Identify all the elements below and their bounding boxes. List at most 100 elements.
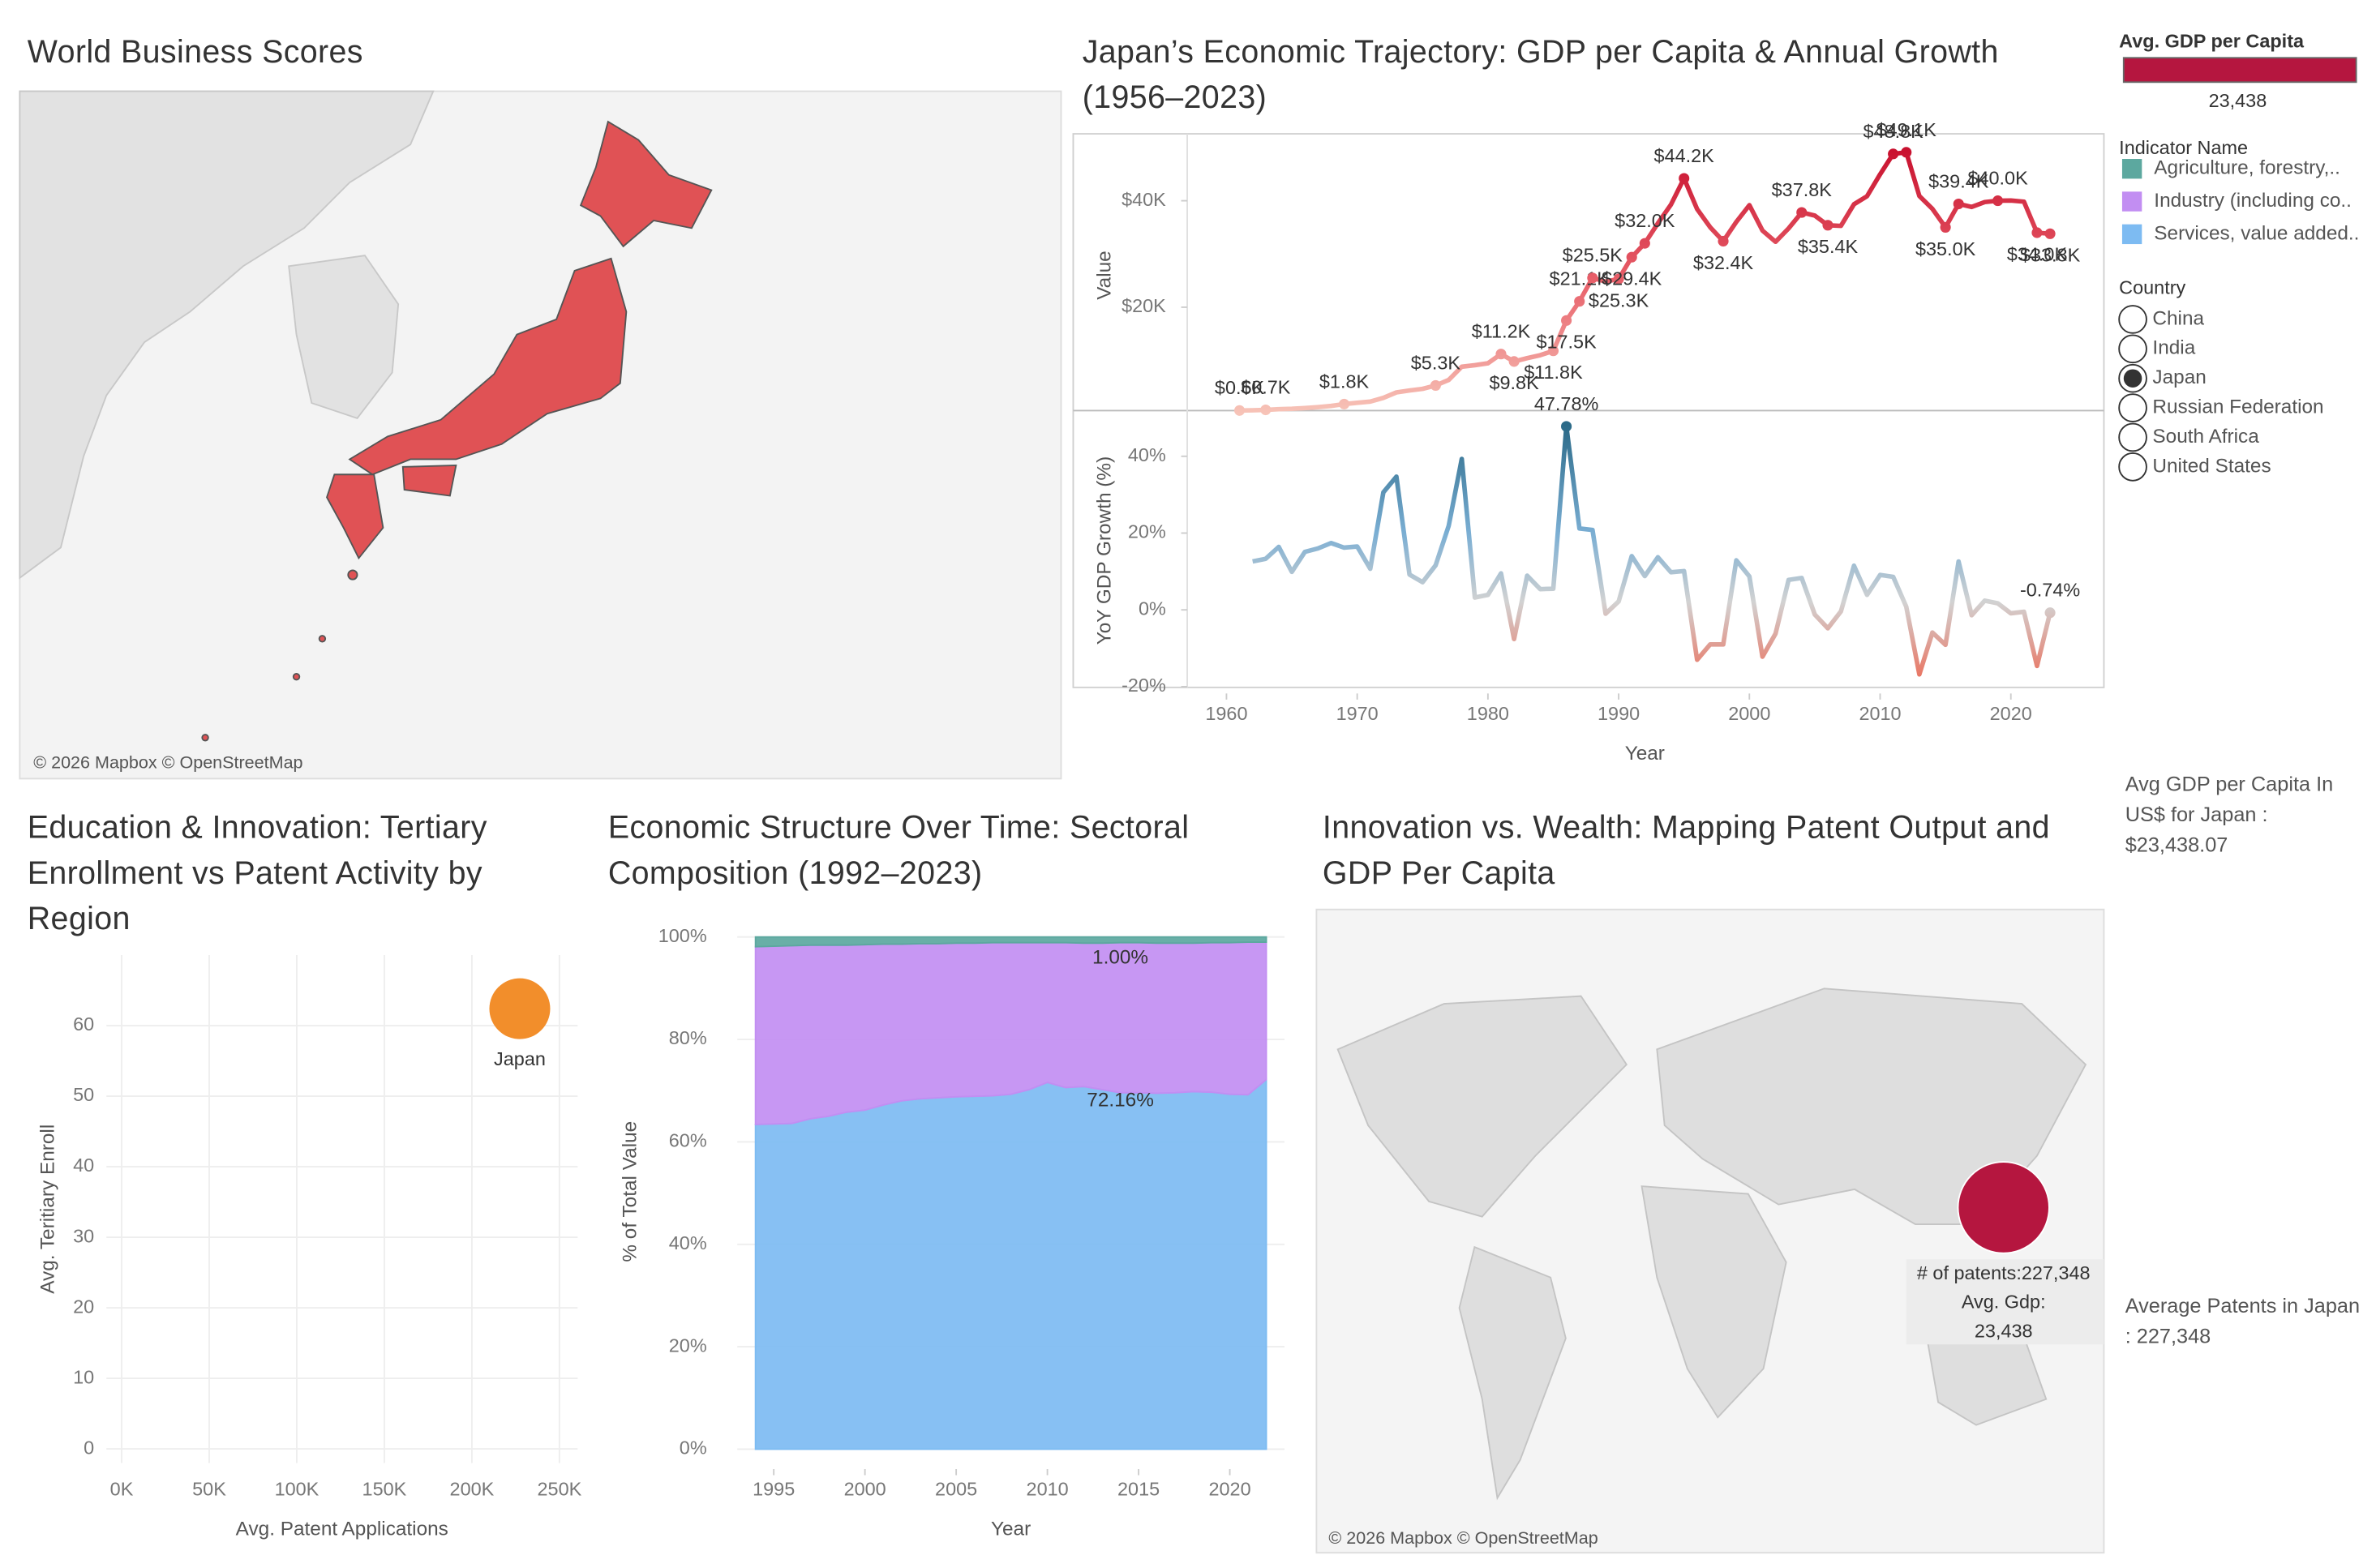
data-label: $25.3K — [1589, 289, 1649, 311]
x-tick-label: 2020 — [1990, 703, 2032, 724]
point — [1796, 207, 1808, 218]
line — [1252, 424, 2052, 677]
x-tick-label: 1960 — [1205, 703, 1247, 724]
y-tick-label: 0% — [1139, 598, 1166, 619]
data-label: $33.8K — [2020, 245, 2081, 266]
y-tick-label: $20K — [1122, 295, 1166, 316]
y-tick-label: 80% — [669, 1027, 707, 1048]
y-axis-label: % of Total Value — [619, 1121, 641, 1262]
point — [1547, 345, 1559, 357]
point — [1940, 221, 1951, 233]
point — [1626, 251, 1637, 263]
radio-button[interactable] — [2118, 422, 2147, 452]
radio-label[interactable]: South Africa — [2152, 426, 2259, 448]
radio-label[interactable]: United States — [2152, 455, 2271, 477]
x-tick-label: 1995 — [753, 1478, 795, 1499]
point — [1508, 356, 1520, 367]
data-label: 1.00% — [1092, 946, 1148, 968]
data-label: 47.78% — [1534, 393, 1598, 414]
chart-title: Education & Innovation: Tertiary Enrollm… — [27, 810, 487, 937]
y-tick-label: $40K — [1122, 189, 1166, 210]
island — [347, 569, 358, 581]
north-america — [1336, 995, 1628, 1218]
x-tick-label: 50K — [192, 1478, 226, 1499]
legend-title: Avg. GDP per Capita — [2119, 31, 2305, 52]
radio-button[interactable] — [2118, 334, 2147, 364]
point — [1822, 220, 1833, 231]
data-label: $48.8K — [1863, 121, 1924, 142]
x-tick-label: 2010 — [1859, 703, 1901, 724]
eurasia — [1656, 987, 2087, 1225]
legend-label: Industry (including co.. — [2154, 190, 2352, 212]
radio-label[interactable]: Russian Federation — [2152, 396, 2323, 418]
island — [201, 734, 209, 742]
x-axis-label: Year — [1625, 743, 1665, 765]
data-label: $0.6K — [1215, 377, 1265, 398]
radio-label[interactable]: China — [2152, 307, 2204, 329]
point — [1888, 148, 1899, 160]
x-tick-label: 1990 — [1598, 703, 1640, 724]
dashboard-title: World Business Scores — [27, 35, 363, 71]
point — [1233, 405, 1246, 416]
x-tick-label: 2005 — [935, 1478, 977, 1499]
map-attribution: © 2026 Mapbox © OpenStreetMap — [1328, 1527, 1598, 1548]
shikoku — [401, 465, 457, 497]
point — [1561, 421, 1572, 432]
data-label: $1.8K — [1319, 371, 1370, 392]
point — [1260, 404, 1272, 416]
point — [2044, 228, 2056, 239]
radio-label[interactable]: India — [2152, 337, 2195, 359]
data-label: $9.8K — [1489, 372, 1539, 393]
data-label: $17.5K — [1536, 332, 1597, 353]
africa — [1640, 1185, 1787, 1419]
chart-title: Innovation vs. Wealth: Mapping Patent Ou… — [1322, 810, 2050, 892]
point — [1495, 349, 1507, 360]
tooltip-text: # of patents:227,348 — [1917, 1262, 2091, 1283]
data-label: $11.8K — [1524, 362, 1583, 383]
x-axis-label: Avg. Patent Applications — [236, 1518, 448, 1540]
radio-label[interactable]: Japan — [2152, 366, 2206, 388]
y-tick-label: 40% — [1128, 444, 1166, 465]
x-tick-label: 2020 — [1208, 1478, 1250, 1499]
data-label: $39.4K — [1928, 170, 1989, 191]
data-label: $32.4K — [1693, 252, 1754, 273]
radio-button[interactable] — [2118, 305, 2147, 334]
y-axis-label: Avg. Teritiary Enroll — [36, 1125, 58, 1294]
y-tick-label: 50 — [73, 1084, 94, 1105]
point — [1561, 315, 1572, 326]
area — [754, 1077, 1267, 1450]
point — [1613, 273, 1624, 285]
x-tick-label: 250K — [538, 1478, 582, 1499]
x-tick-label: 150K — [362, 1478, 407, 1499]
island — [318, 635, 327, 643]
y-tick-label: 0% — [680, 1437, 707, 1459]
radio-button[interactable] — [2118, 452, 2147, 482]
point — [2044, 607, 2056, 619]
radio-button[interactable] — [2118, 393, 2147, 422]
x-tick-label: 0K — [110, 1478, 134, 1499]
chart-title: Economic Structure Over Time: Sectoral C… — [607, 810, 1190, 892]
data-label: $35.4K — [1798, 236, 1859, 257]
y-tick-label: 60% — [669, 1130, 707, 1151]
y-tick-label: 40 — [73, 1155, 94, 1176]
x-tick-label: 1970 — [1336, 703, 1379, 724]
x-tick-label: 2000 — [1728, 703, 1770, 724]
y-tick-label: 30 — [73, 1225, 94, 1246]
bubble — [489, 978, 551, 1039]
data-label: 72.16% — [1087, 1089, 1154, 1111]
data-label: $34.0K — [2007, 243, 2068, 264]
data-label: $29.4K — [1602, 268, 1662, 289]
point — [1639, 238, 1650, 249]
map-attribution: © 2026 Mapbox © OpenStreetMap — [33, 752, 302, 772]
south-america — [1458, 1245, 1567, 1501]
hokkaido — [579, 120, 713, 248]
map-land — [19, 90, 435, 580]
x-tick-label: 2010 — [1027, 1478, 1069, 1499]
data-label: $35.0K — [1915, 238, 1976, 259]
point — [1574, 296, 1585, 307]
y-tick-label: -20% — [1122, 675, 1166, 696]
legend-swatch — [2121, 191, 2142, 212]
island — [292, 673, 301, 681]
world-land — [1336, 987, 2087, 1501]
